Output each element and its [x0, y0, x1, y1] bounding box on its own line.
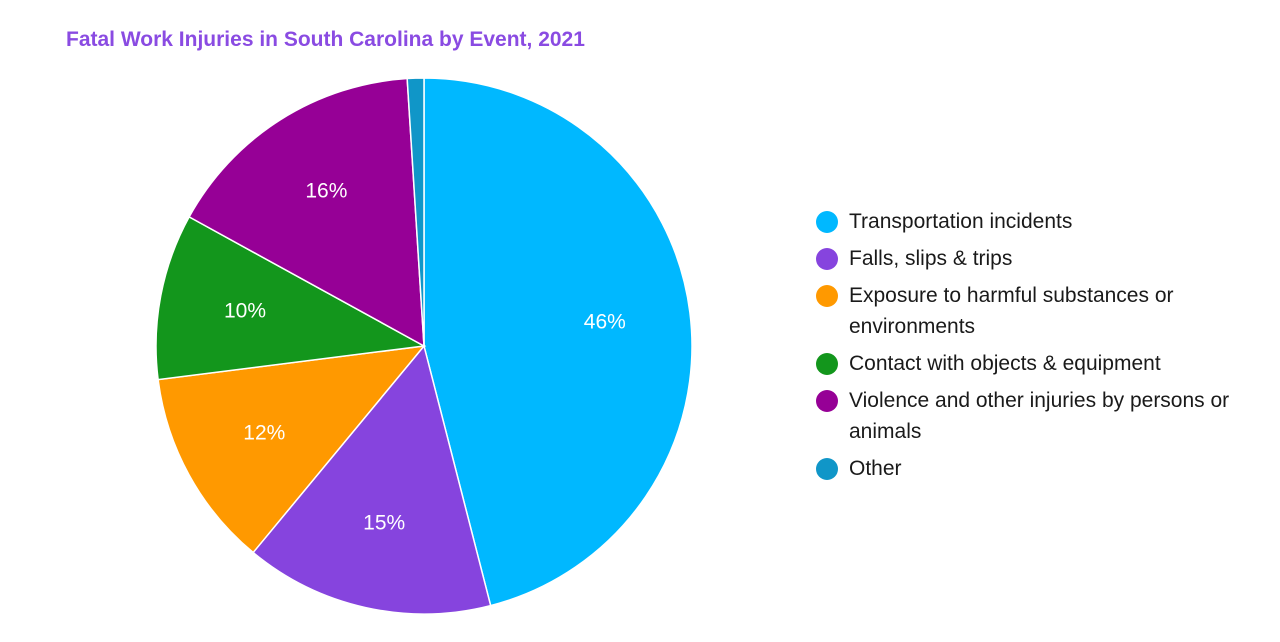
- legend-swatch-icon: [816, 390, 838, 412]
- pie-slice-label-0: 46%: [584, 311, 626, 334]
- pie-slice-label-3: 10%: [224, 299, 266, 322]
- pie-slice-1: [252, 344, 492, 615]
- legend-label: Violence and other injuries by persons o…: [849, 389, 1230, 443]
- legend-item-1: Falls, slips & trips: [816, 243, 1256, 274]
- legend-item-5: Other: [816, 453, 1256, 484]
- legend-label: Transportation incidents: [849, 210, 1073, 233]
- pie-slice-5: [406, 77, 425, 347]
- legend-label: Exposure to harmful substances or enviro…: [849, 284, 1174, 338]
- pie-slice-label-2: 12%: [243, 421, 285, 444]
- legend-swatch-icon: [816, 353, 838, 375]
- legend-item-2: Exposure to harmful substances or enviro…: [816, 280, 1256, 342]
- legend: Transportation incidents Falls, slips & t…: [816, 206, 1256, 490]
- pie-slice-labels: 46% 15% 12% 10% 16%: [224, 180, 626, 535]
- legend-label: Contact with objects & equipment: [849, 352, 1161, 375]
- pie-slices: [155, 77, 693, 615]
- chart-title: Fatal Work Injuries in South Carolina by…: [66, 28, 585, 51]
- legend-label: Falls, slips & trips: [849, 247, 1013, 270]
- legend-item-3: Contact with objects & equipment: [816, 348, 1256, 379]
- legend-swatch-icon: [816, 211, 838, 233]
- pie-slice-label-1: 15%: [363, 511, 405, 534]
- pie-slice-0: [423, 77, 693, 607]
- legend-item-4: Violence and other injuries by persons o…: [816, 385, 1256, 447]
- legend-item-0: Transportation incidents: [816, 206, 1256, 237]
- legend-swatch-icon: [816, 248, 838, 270]
- legend-swatch-icon: [816, 285, 838, 307]
- pie-slice-2: [157, 345, 426, 554]
- pie-slice-4: [188, 77, 425, 348]
- pie-slice-3: [155, 215, 427, 381]
- legend-label: Other: [849, 457, 902, 480]
- pie-slice-label-4: 16%: [305, 180, 347, 203]
- legend-swatch-icon: [816, 458, 838, 480]
